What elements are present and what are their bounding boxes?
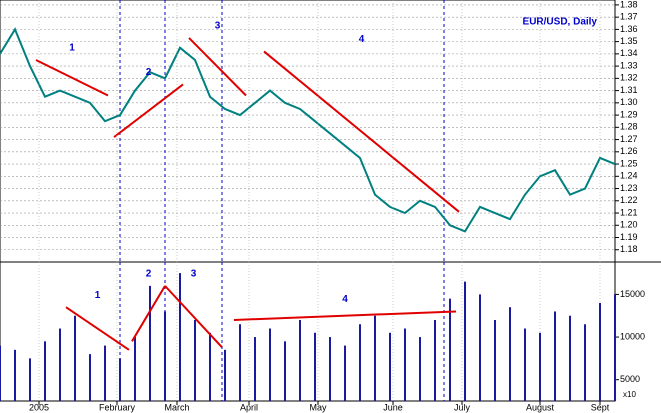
x-tick-label: February xyxy=(99,402,136,412)
y-tick-label: 1.31 xyxy=(620,85,638,95)
trend-line xyxy=(188,37,247,97)
trend-line xyxy=(35,59,109,97)
y-tick-label: 1.21 xyxy=(620,207,638,217)
y-tick-label: 1.25 xyxy=(620,158,638,168)
axis-unit: x10 xyxy=(623,390,636,399)
trend-label: 3 xyxy=(191,269,197,280)
y-tick-label: 1.36 xyxy=(620,24,638,34)
y-tick-label: 10000 xyxy=(620,331,645,341)
x-tick-label: March xyxy=(164,402,189,412)
y-tick-label: 1.20 xyxy=(620,220,638,230)
trend-line xyxy=(113,83,184,138)
y-tick-label: 1.37 xyxy=(620,12,638,22)
trend-label: 4 xyxy=(342,294,348,305)
trend-line xyxy=(65,306,130,351)
x-tick-label: April xyxy=(240,402,258,412)
trend-line xyxy=(131,285,166,342)
y-tick-label: 1.18 xyxy=(620,244,638,254)
trend-label: 3 xyxy=(215,21,221,32)
trend-label: 2 xyxy=(146,269,152,280)
trend-line xyxy=(164,285,223,348)
price-line xyxy=(0,27,616,233)
trend-line xyxy=(233,310,457,321)
trend-label: 1 xyxy=(95,290,101,301)
trend-label: 1 xyxy=(69,43,75,54)
y-tick-label: 1.38 xyxy=(620,0,638,9)
x-tick-label: 2005 xyxy=(29,402,49,412)
trend-label: 4 xyxy=(359,34,365,45)
y-tick-label: 1.24 xyxy=(620,171,638,181)
x-tick-label: May xyxy=(309,402,327,412)
y-tick-label: 5000 xyxy=(620,374,640,384)
y-tick-label: 1.29 xyxy=(620,109,638,119)
chart-title: EUR/USD, Daily xyxy=(523,17,598,28)
trend-label: 2 xyxy=(146,67,152,78)
y-tick-label: 1.33 xyxy=(620,60,638,70)
y-tick-label: 1.34 xyxy=(620,48,638,58)
x-tick-label: June xyxy=(383,402,403,412)
trend-line xyxy=(263,50,460,213)
y-tick-label: 1.23 xyxy=(620,183,638,193)
y-tick-label: 1.22 xyxy=(620,195,638,205)
x-tick-label: August xyxy=(526,402,555,412)
y-tick-label: 1.35 xyxy=(620,36,638,46)
y-tick-label: 15000 xyxy=(620,289,645,299)
y-tick-label: 1.30 xyxy=(620,97,638,107)
y-tick-label: 1.28 xyxy=(620,122,638,132)
y-tick-label: 1.32 xyxy=(620,73,638,83)
y-tick-label: 1.19 xyxy=(620,232,638,242)
y-tick-label: 1.27 xyxy=(620,134,638,144)
y-tick-label: 1.26 xyxy=(620,146,638,156)
x-tick-label: Sept xyxy=(591,402,610,412)
x-tick-label: July xyxy=(454,402,471,412)
